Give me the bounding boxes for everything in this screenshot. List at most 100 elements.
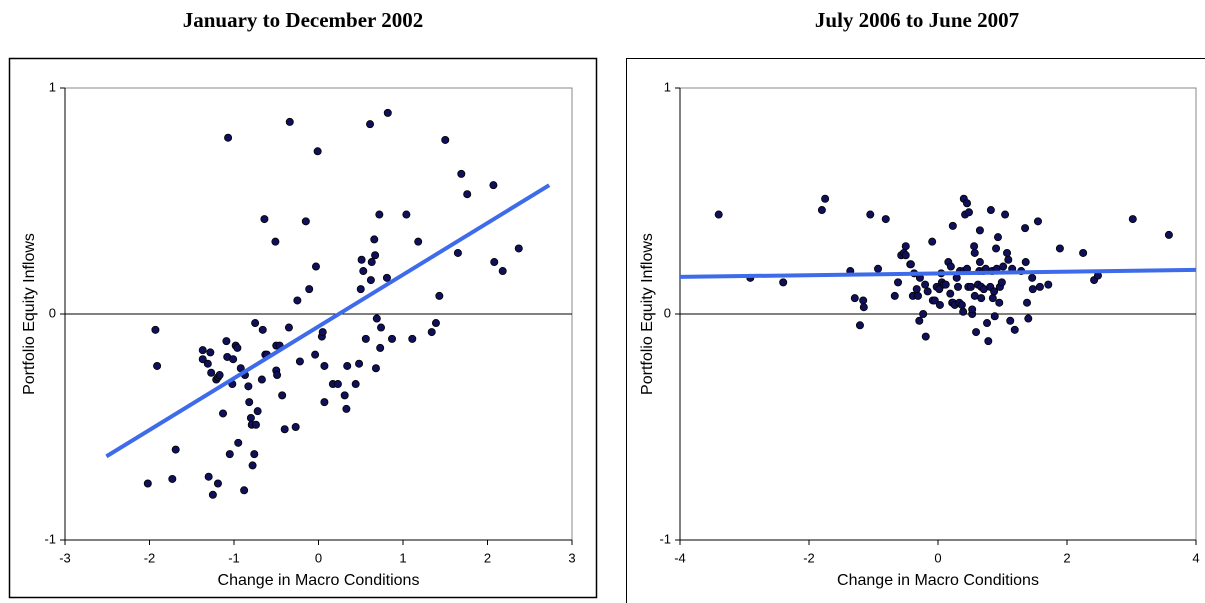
point <box>935 300 944 309</box>
point <box>901 251 910 260</box>
x-tick-label: 2 <box>484 550 491 565</box>
point <box>963 199 972 208</box>
point <box>881 215 890 224</box>
point <box>383 108 392 117</box>
point <box>427 328 436 337</box>
point <box>375 210 384 219</box>
point <box>168 474 177 483</box>
point <box>1055 244 1064 253</box>
point <box>250 450 259 459</box>
point <box>311 262 320 271</box>
point <box>203 359 212 368</box>
x-tick-label: 2 <box>1063 550 1070 565</box>
point <box>204 472 213 481</box>
point <box>388 334 397 343</box>
point <box>855 321 864 330</box>
point <box>1028 273 1037 282</box>
y-tick-label: 1 <box>664 79 671 94</box>
point <box>215 371 224 380</box>
point <box>953 282 962 291</box>
point <box>361 334 370 343</box>
point <box>928 237 937 246</box>
panel-frame <box>8 57 598 599</box>
point <box>351 380 360 389</box>
point <box>964 208 973 217</box>
point <box>206 348 215 357</box>
point <box>371 251 380 260</box>
x-tick-label: 3 <box>568 550 575 565</box>
point <box>402 210 411 219</box>
point <box>367 258 376 267</box>
point <box>207 368 216 377</box>
point <box>366 120 375 129</box>
point <box>285 117 294 126</box>
trend-line <box>105 183 551 459</box>
point <box>291 422 300 431</box>
point <box>357 255 366 264</box>
point <box>318 328 327 337</box>
point <box>977 294 986 303</box>
point <box>714 210 723 219</box>
point <box>975 226 984 235</box>
point <box>356 285 365 294</box>
point <box>901 242 910 251</box>
point <box>414 237 423 246</box>
point <box>457 169 466 178</box>
point <box>970 248 979 257</box>
point <box>995 298 1004 307</box>
x-axis-label: Change in Macro Conditions <box>218 572 420 589</box>
point <box>253 407 262 416</box>
point <box>975 258 984 267</box>
point <box>498 267 507 276</box>
point <box>997 278 1006 287</box>
point <box>988 294 997 303</box>
chart-title: January to December 2002 <box>183 8 424 32</box>
point <box>376 343 385 352</box>
point <box>372 314 381 323</box>
point <box>1021 258 1030 267</box>
point <box>273 371 282 380</box>
point <box>151 325 160 334</box>
point <box>984 337 993 346</box>
point <box>957 300 966 309</box>
point <box>874 264 883 273</box>
x-tick-label: 0 <box>934 550 941 565</box>
point <box>1028 285 1037 294</box>
point <box>234 438 243 447</box>
point <box>320 398 329 407</box>
point <box>370 235 379 244</box>
point <box>1024 314 1033 323</box>
point <box>990 287 999 296</box>
point <box>245 398 254 407</box>
point <box>894 278 903 287</box>
point <box>1033 217 1042 226</box>
x-tick-label: 0 <box>315 550 322 565</box>
point <box>990 312 999 321</box>
point <box>959 307 968 316</box>
point <box>1023 298 1032 307</box>
point <box>930 296 939 305</box>
point <box>779 278 788 287</box>
panel-frame <box>626 58 1205 603</box>
point <box>970 242 979 251</box>
x-tick-label: -2 <box>144 550 156 565</box>
y-axis-label: Portfolio Equity Inflows <box>21 233 38 395</box>
point <box>850 294 859 303</box>
point <box>359 267 368 276</box>
trend-line <box>679 267 1197 279</box>
point <box>246 413 255 422</box>
point <box>915 316 924 325</box>
y-tick-label: -1 <box>44 531 56 546</box>
point <box>1006 316 1015 325</box>
point <box>240 486 249 495</box>
point <box>293 296 302 305</box>
x-tick-label: -2 <box>803 550 815 565</box>
point <box>1001 210 1010 219</box>
point <box>371 364 380 373</box>
y-tick-label: -1 <box>659 531 671 546</box>
point <box>342 404 351 413</box>
point <box>280 425 289 434</box>
point <box>431 319 440 328</box>
point <box>382 273 391 282</box>
